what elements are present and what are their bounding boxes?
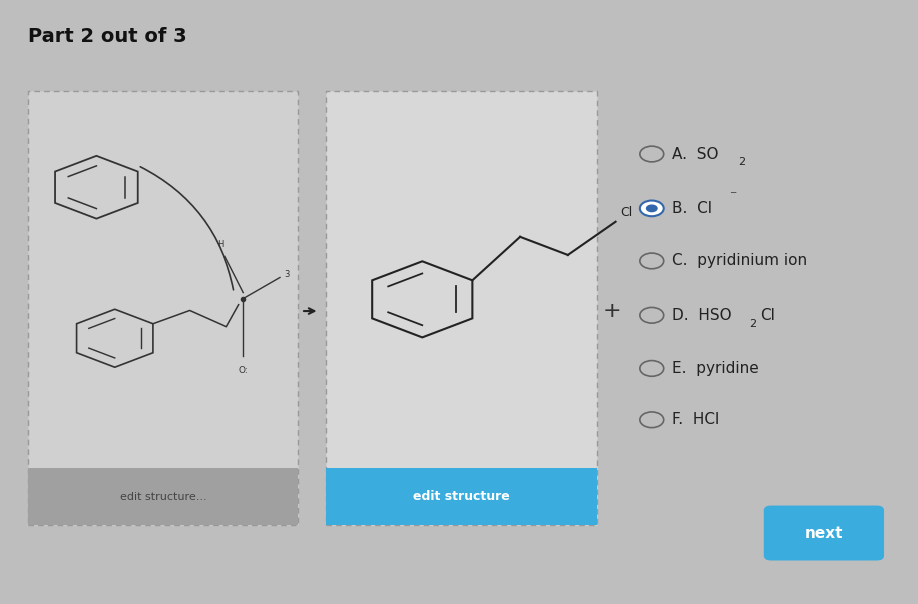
Text: Cl: Cl (621, 206, 633, 219)
Text: A.  SO: A. SO (672, 147, 719, 161)
Text: H: H (218, 240, 223, 249)
Text: Part 2 out of 3: Part 2 out of 3 (28, 27, 186, 46)
Text: edit structure: edit structure (413, 490, 509, 503)
Text: E.  pyridine: E. pyridine (672, 361, 758, 376)
Text: C.  pyridinium ion: C. pyridinium ion (672, 254, 807, 268)
Text: ⁻: ⁻ (729, 189, 736, 204)
Text: +: + (603, 301, 621, 321)
Text: edit structure...: edit structure... (119, 492, 207, 502)
FancyBboxPatch shape (326, 91, 597, 525)
FancyBboxPatch shape (764, 506, 884, 561)
Text: F.  HCl: F. HCl (672, 413, 719, 427)
FancyBboxPatch shape (326, 468, 597, 525)
Text: 2: 2 (749, 319, 756, 329)
Text: Cl: Cl (760, 308, 775, 323)
Text: 2: 2 (738, 158, 745, 167)
FancyBboxPatch shape (28, 91, 298, 525)
Circle shape (646, 204, 657, 212)
FancyBboxPatch shape (28, 468, 298, 525)
Text: 3: 3 (285, 270, 290, 279)
Circle shape (640, 201, 664, 216)
Text: D.  HSO: D. HSO (672, 308, 732, 323)
Text: B.  Cl: B. Cl (672, 201, 712, 216)
Text: O:: O: (239, 366, 248, 375)
Text: next: next (805, 525, 843, 541)
